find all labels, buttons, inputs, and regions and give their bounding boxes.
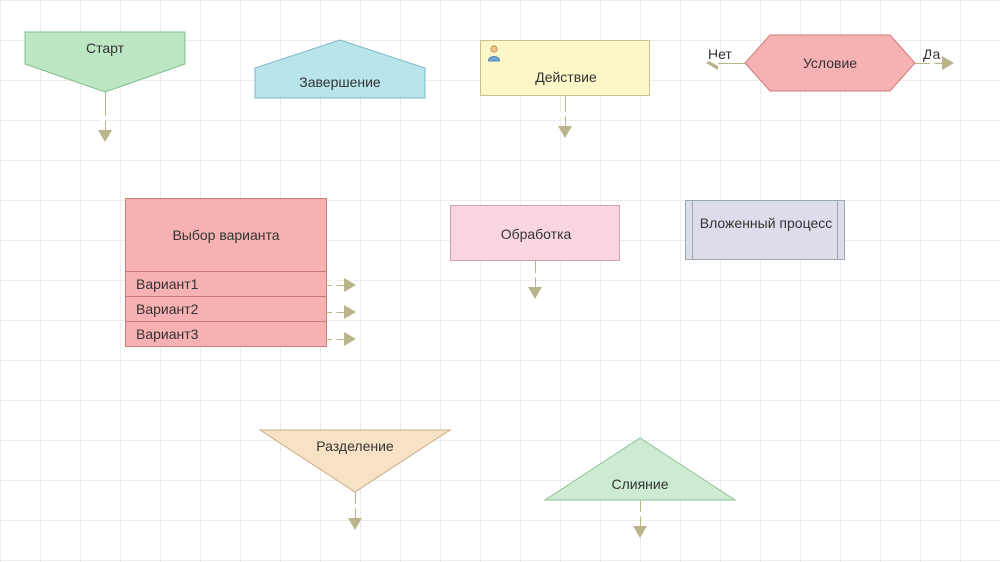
switch-option[interactable]: Вариант2 <box>126 296 326 321</box>
arrow-right-icon <box>942 56 954 70</box>
node-start[interactable]: Старт <box>25 32 185 92</box>
arrow-right-icon <box>930 56 939 66</box>
connector <box>565 96 566 126</box>
arrow-down-icon <box>348 504 358 513</box>
arrow-down-icon <box>528 273 538 282</box>
arrow-down-icon <box>633 512 643 521</box>
arrow-down-icon <box>558 112 568 121</box>
node-split[interactable]: Разделение <box>260 430 450 492</box>
switch-title: Выбор варианта <box>126 199 326 271</box>
arrow-down-icon <box>98 116 108 125</box>
arrow-down-icon <box>98 130 112 142</box>
arrow-right-icon <box>332 332 341 342</box>
person-icon <box>487 45 501 61</box>
node-merge[interactable]: Слияние <box>545 438 735 500</box>
start-label: Старт <box>25 40 185 56</box>
arrow-left-icon <box>709 56 718 66</box>
split-label: Разделение <box>260 438 450 454</box>
action-label: Действие <box>481 69 651 85</box>
node-condition[interactable]: Условие <box>745 35 915 91</box>
end-label: Завершение <box>255 74 425 90</box>
process-label: Обработка <box>451 226 621 242</box>
node-action[interactable]: Действие <box>480 40 650 96</box>
arrow-down-icon <box>348 518 362 530</box>
arrow-down-icon <box>633 526 647 538</box>
connector <box>718 63 745 64</box>
merge-label: Слияние <box>545 476 735 492</box>
node-subprocess[interactable]: Вложенный процесс <box>685 200 845 260</box>
arrow-right-icon <box>332 278 341 288</box>
arrow-right-icon <box>344 332 356 346</box>
arrow-right-icon <box>332 305 341 315</box>
switch-option[interactable]: Вариант3 <box>126 321 326 346</box>
arrow-right-icon <box>344 305 356 319</box>
node-process[interactable]: Обработка <box>450 205 620 261</box>
node-switch[interactable]: Выбор варианта Вариант1 Вариант2 Вариант… <box>125 198 327 347</box>
condition-label: Условие <box>745 55 915 71</box>
switch-option[interactable]: Вариант1 <box>126 271 326 296</box>
arrow-down-icon <box>528 287 542 299</box>
subprocess-label: Вложенный процесс <box>696 215 836 231</box>
arrow-down-icon <box>558 126 572 138</box>
node-end[interactable]: Завершение <box>255 40 425 98</box>
arrow-right-icon <box>344 278 356 292</box>
